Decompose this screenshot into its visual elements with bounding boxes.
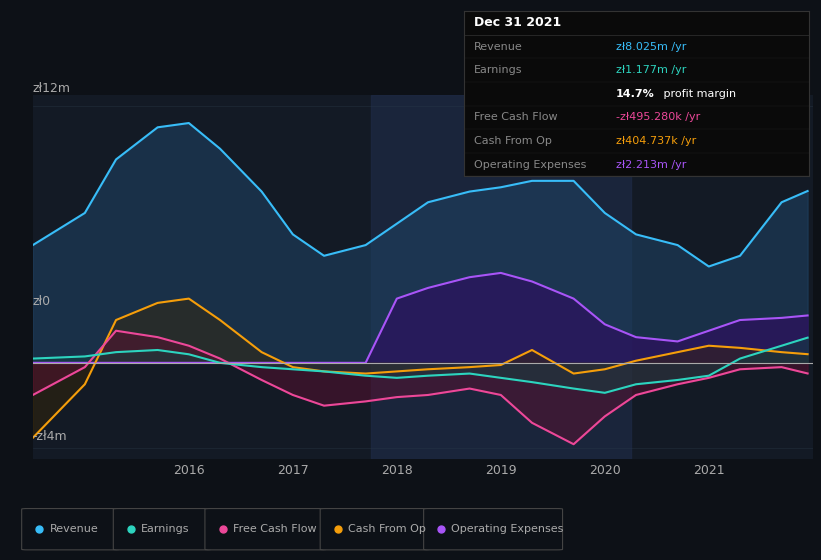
FancyBboxPatch shape	[205, 508, 326, 550]
Text: zł8.025m /yr: zł8.025m /yr	[616, 41, 686, 52]
Text: Revenue: Revenue	[475, 41, 523, 52]
Text: profit margin: profit margin	[660, 89, 736, 99]
Text: Free Cash Flow: Free Cash Flow	[232, 524, 316, 534]
Text: zł0: zł0	[33, 295, 51, 308]
Bar	[371, 95, 631, 459]
FancyBboxPatch shape	[320, 508, 429, 550]
FancyBboxPatch shape	[21, 508, 119, 550]
FancyBboxPatch shape	[113, 508, 211, 550]
Text: Revenue: Revenue	[49, 524, 99, 534]
Text: Dec 31 2021: Dec 31 2021	[475, 16, 562, 30]
Text: Operating Expenses: Operating Expenses	[452, 524, 564, 534]
Text: 14.7%: 14.7%	[616, 89, 654, 99]
Text: -zł4m: -zł4m	[33, 430, 67, 442]
Text: zł404.737k /yr: zł404.737k /yr	[616, 136, 696, 146]
Text: zł1.177m /yr: zł1.177m /yr	[616, 65, 686, 75]
Text: Operating Expenses: Operating Expenses	[475, 160, 586, 170]
Text: -zł495.280k /yr: -zł495.280k /yr	[616, 113, 699, 123]
FancyBboxPatch shape	[424, 508, 562, 550]
Text: Cash From Op: Cash From Op	[348, 524, 426, 534]
Text: Earnings: Earnings	[475, 65, 523, 75]
Text: zł12m: zł12m	[33, 82, 71, 95]
Text: zł2.213m /yr: zł2.213m /yr	[616, 160, 686, 170]
Text: Free Cash Flow: Free Cash Flow	[475, 113, 557, 123]
Text: Cash From Op: Cash From Op	[475, 136, 552, 146]
Text: Earnings: Earnings	[141, 524, 190, 534]
